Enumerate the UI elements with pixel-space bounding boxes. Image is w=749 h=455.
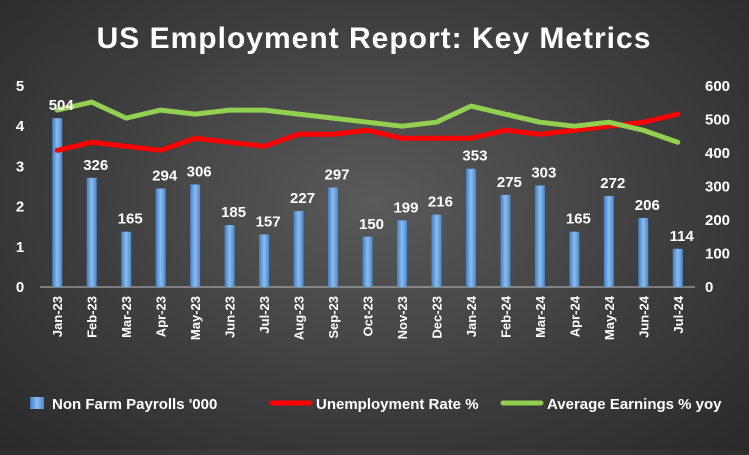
data-label: 272 [600,175,625,192]
y-left-tick-label: 4 [16,118,25,135]
bar [569,231,580,287]
data-label: 150 [359,216,384,233]
data-label: 206 [635,197,660,214]
y-right-tick-label: 600 [705,78,730,95]
bar [431,214,442,287]
data-label: 303 [531,164,556,181]
y-left-tick-label: 0 [16,279,24,296]
y-right-tick-label: 500 [705,112,730,129]
series-line [54,99,681,145]
y-right-tick-label: 200 [705,212,730,229]
data-label: 294 [152,168,178,185]
legend-label: Unemployment Rate % [316,396,479,413]
legend-swatch [30,397,44,409]
bar [52,118,63,287]
data-label: 114 [670,228,695,245]
bar [362,236,373,287]
data-label: 306 [187,163,212,180]
legend-label: Average Earnings % yoy [547,396,722,413]
x-tick-label: Aug-23 [292,296,307,340]
bar [500,194,511,287]
bar [293,210,304,287]
data-label: 216 [428,194,453,211]
x-tick-label: Oct-23 [361,296,376,336]
bar [638,217,649,287]
data-label: 275 [497,174,522,191]
x-tick-label: Dec-23 [429,296,444,339]
bar [155,188,166,287]
x-tick-label: Apr-24 [567,295,582,337]
y-left-tick-label: 2 [16,199,24,216]
bar [259,234,270,287]
bar [121,231,132,287]
x-tick-label: Jun-24 [636,295,651,338]
bar [465,168,476,287]
y-right-tick-label: 0 [705,279,713,296]
y-right-tick-label: 300 [705,179,730,196]
x-tick-label: Nov-23 [395,296,410,339]
x-tick-label: Feb-24 [498,295,513,338]
x-tick-label: Jul-23 [257,296,272,334]
y-right-tick-label: 400 [705,145,730,162]
x-tick-label: Sep-23 [326,296,341,339]
x-tick-label: Mar-23 [119,296,134,338]
bar [603,195,614,287]
legend: Non Farm Payrolls '000 Unemployment Rate … [30,396,722,413]
bar [190,184,201,287]
data-label: 165 [566,211,591,228]
bar [672,248,683,287]
x-tick-label: May-23 [188,296,203,340]
x-tick-label: Jun-23 [223,296,238,338]
data-label: 165 [118,211,143,228]
bar [534,185,545,287]
x-tick-label: Jan-24 [464,295,479,337]
y-right-tick-label: 100 [705,246,730,263]
data-label: 297 [325,167,350,184]
y-left-tick-label: 3 [16,158,24,175]
y-left-tick-label: 1 [16,239,24,256]
data-label: 227 [290,190,315,207]
bar [86,177,97,287]
x-tick-label: Apr-23 [154,296,169,337]
x-tick-label: Feb-23 [85,296,100,338]
x-tick-label: Jul-24 [671,295,686,333]
data-label: 185 [221,204,246,221]
x-tick-label: Jan-23 [50,296,65,337]
data-label: 353 [462,148,487,165]
x-tick-label: May-24 [602,295,617,340]
bar [328,187,339,287]
data-label: 199 [393,199,418,216]
bar [396,220,407,287]
bar [224,225,235,287]
chart-title: US Employment Report: Key Metrics [97,22,652,55]
legend-label: Non Farm Payrolls '000 [52,396,217,413]
x-tick-label: Mar-24 [533,295,548,338]
data-label: 157 [256,213,281,230]
y-left-tick-label: 5 [16,78,24,95]
series-line [54,111,681,153]
data-label: 326 [83,157,108,174]
data-label: 504 [49,97,75,114]
